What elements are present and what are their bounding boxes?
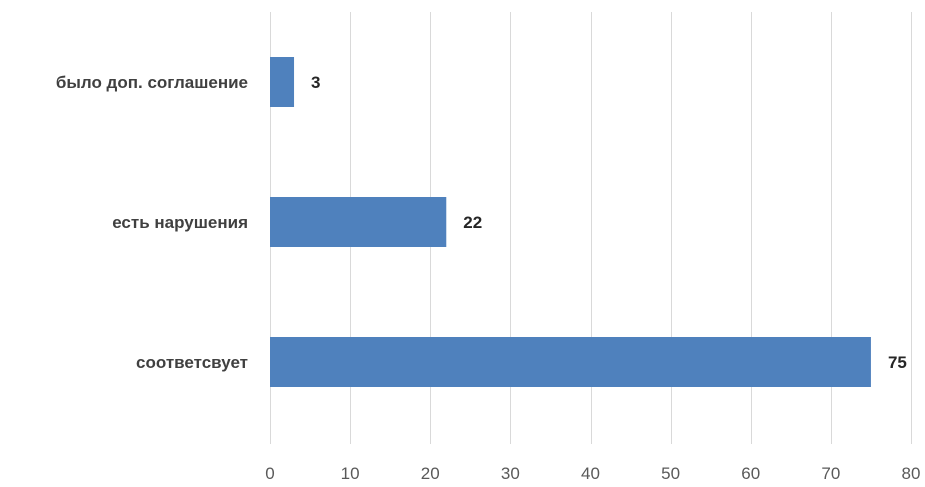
- data-labels: 3 22 75: [311, 73, 907, 372]
- category-label-3: соответсвует: [136, 353, 248, 372]
- bar-3: [270, 337, 871, 387]
- x-tick-label-30: 30: [501, 464, 520, 483]
- x-tick-label-0: 0: [265, 464, 274, 483]
- category-label-1: было доп. соглашение: [56, 73, 248, 92]
- x-axis-tick-labels: 0 10 20 30 40 50 60 70 80: [265, 464, 920, 483]
- bar-1: [270, 57, 295, 107]
- category-label-2: есть нарушения: [112, 213, 248, 232]
- data-label-3: 75: [888, 353, 907, 372]
- x-tick-label-20: 20: [421, 464, 440, 483]
- bar-2: [270, 197, 447, 247]
- x-tick-label-50: 50: [661, 464, 680, 483]
- x-tick-label-40: 40: [581, 464, 600, 483]
- x-tick-label-10: 10: [341, 464, 360, 483]
- data-label-1: 3: [311, 73, 320, 92]
- category-labels: было доп. соглашение есть нарушения соотве…: [56, 73, 248, 372]
- data-label-2: 22: [463, 213, 482, 232]
- x-tick-label-60: 60: [741, 464, 760, 483]
- gridlines: [270, 12, 912, 444]
- x-tick-label-80: 80: [902, 464, 921, 483]
- bars: [270, 57, 871, 387]
- x-tick-label-70: 70: [821, 464, 840, 483]
